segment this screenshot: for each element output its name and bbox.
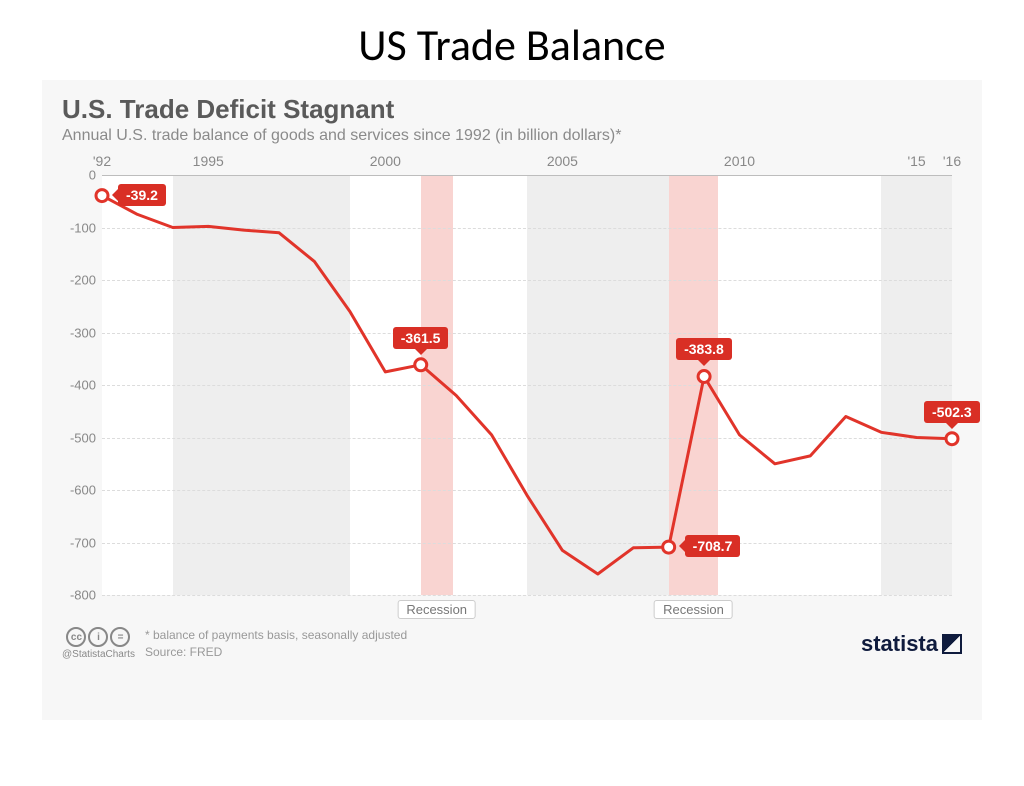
trade-balance-line — [102, 196, 952, 574]
y-axis-label: -600 — [70, 483, 96, 498]
x-axis-label: 2010 — [724, 153, 755, 169]
by-icon: i — [88, 627, 108, 647]
x-axis-label: 1995 — [193, 153, 224, 169]
footnotes: * balance of payments basis, seasonally … — [145, 627, 407, 659]
footnote-text: * balance of payments basis, seasonally … — [145, 627, 407, 643]
line-chart-svg — [102, 175, 952, 595]
data-callout: -383.8 — [676, 338, 732, 360]
y-axis-label: -700 — [70, 535, 96, 550]
data-callout: -361.5 — [393, 327, 449, 349]
data-callout: -502.3 — [924, 401, 980, 423]
plot-area: 0-100-200-300-400-500-600-700-800-39.2-3… — [102, 175, 952, 595]
plot-wrap: '921995200020052010'15'16 0-100-200-300-… — [102, 151, 952, 621]
source-text: Source: FRED — [145, 644, 407, 660]
y-axis-label: -300 — [70, 325, 96, 340]
data-callout: -39.2 — [118, 184, 166, 206]
data-callout: -708.7 — [685, 535, 741, 557]
x-axis-labels: '921995200020052010'15'16 — [102, 151, 952, 175]
cc-badges: cc i = @StatistaCharts — [62, 627, 135, 660]
cc-handle: @StatistaCharts — [62, 649, 135, 660]
x-axis-label: '15 — [907, 153, 925, 169]
cc-icon: cc — [66, 627, 86, 647]
recession-tag: Recession — [397, 600, 476, 619]
y-axis-label: -200 — [70, 273, 96, 288]
chart-card: U.S. Trade Deficit Stagnant Annual U.S. … — [42, 80, 982, 720]
x-axis-label: '16 — [943, 153, 961, 169]
y-axis-label: -500 — [70, 430, 96, 445]
chart-footer: cc i = @StatistaCharts * balance of paym… — [62, 627, 962, 660]
brand-text: statista — [861, 631, 938, 657]
y-axis-label: -400 — [70, 378, 96, 393]
slide-title: US Trade Balance — [0, 18, 1024, 72]
nd-icon: = — [110, 627, 130, 647]
y-axis-label: 0 — [89, 168, 96, 183]
footer-left: cc i = @StatistaCharts * balance of paym… — [62, 627, 407, 660]
x-axis-label: 2005 — [547, 153, 578, 169]
brand-mark-icon — [942, 634, 962, 654]
brand-logo: statista — [861, 631, 962, 657]
y-axis-label: -800 — [70, 588, 96, 603]
recession-tag: Recession — [654, 600, 733, 619]
chart-subtitle: Annual U.S. trade balance of goods and s… — [62, 127, 962, 145]
gridline — [102, 595, 952, 596]
x-axis-label: 2000 — [370, 153, 401, 169]
chart-title: U.S. Trade Deficit Stagnant — [62, 94, 962, 125]
y-axis-label: -100 — [70, 220, 96, 235]
